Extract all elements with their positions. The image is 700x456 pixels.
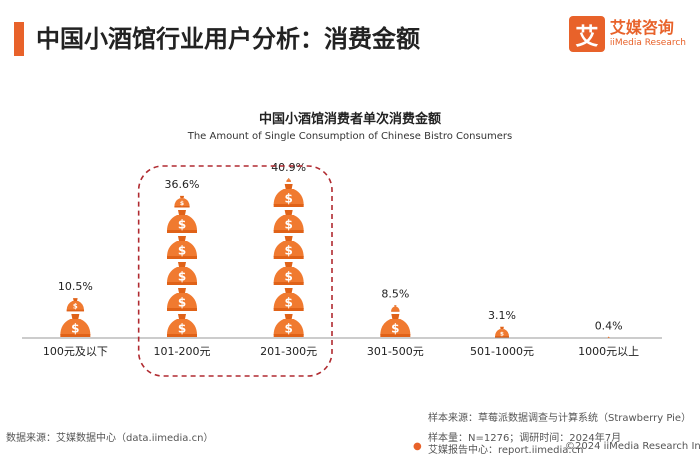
value-label-6: 0.4%	[595, 319, 623, 332]
report-center: 艾媒报告中心：report.iimedia.cn	[428, 441, 583, 456]
sample-source: 样本来源：草莓派数据调查与计算系统（Strawberry Pie）	[428, 409, 691, 424]
value-label-3: 40.9%	[271, 161, 306, 174]
category-label-2: 101-200元	[154, 345, 211, 358]
category-label-3: 201-300元	[260, 345, 317, 358]
bar-2: $ $ $ $ $ $	[167, 196, 197, 337]
svg-text:$: $	[71, 321, 79, 335]
bar-3: $ $ $ $ $ $	[274, 178, 304, 337]
svg-text:$: $	[180, 200, 184, 207]
svg-text:$: $	[178, 295, 186, 309]
value-label-5: 3.1%	[488, 309, 516, 322]
svg-text:$: $	[500, 331, 504, 337]
category-label-5: 501-1000元	[470, 345, 534, 358]
svg-text:$: $	[178, 321, 186, 335]
svg-text:$: $	[178, 243, 186, 257]
svg-text:$: $	[284, 217, 292, 231]
bar-6	[608, 337, 610, 338]
value-label-1: 10.5%	[58, 280, 93, 293]
svg-text:$: $	[284, 191, 292, 205]
svg-text:$: $	[284, 321, 292, 335]
svg-text:$: $	[284, 295, 292, 309]
value-label-2: 36.6%	[165, 178, 200, 191]
svg-text:$: $	[178, 269, 186, 283]
category-label-6: 1000元以上	[578, 345, 639, 358]
report-center-icon: ●	[413, 441, 422, 452]
bar-1: $$	[60, 298, 90, 337]
bar-4: $	[380, 305, 410, 337]
copyright: ©2024 iiMedia Research Inc	[565, 441, 700, 452]
svg-text:$: $	[178, 217, 186, 231]
svg-text:$: $	[284, 243, 292, 257]
svg-text:$: $	[391, 321, 399, 335]
bar-5: $	[495, 327, 509, 338]
svg-text:$: $	[73, 303, 78, 311]
category-label-1: 100元及以下	[43, 345, 108, 358]
category-label-4: 301-500元	[367, 345, 424, 358]
svg-text:$: $	[284, 269, 292, 283]
value-label-4: 8.5%	[381, 288, 409, 301]
data-source: 数据来源：艾媒数据中心（data.iimedia.cn）	[6, 429, 213, 444]
